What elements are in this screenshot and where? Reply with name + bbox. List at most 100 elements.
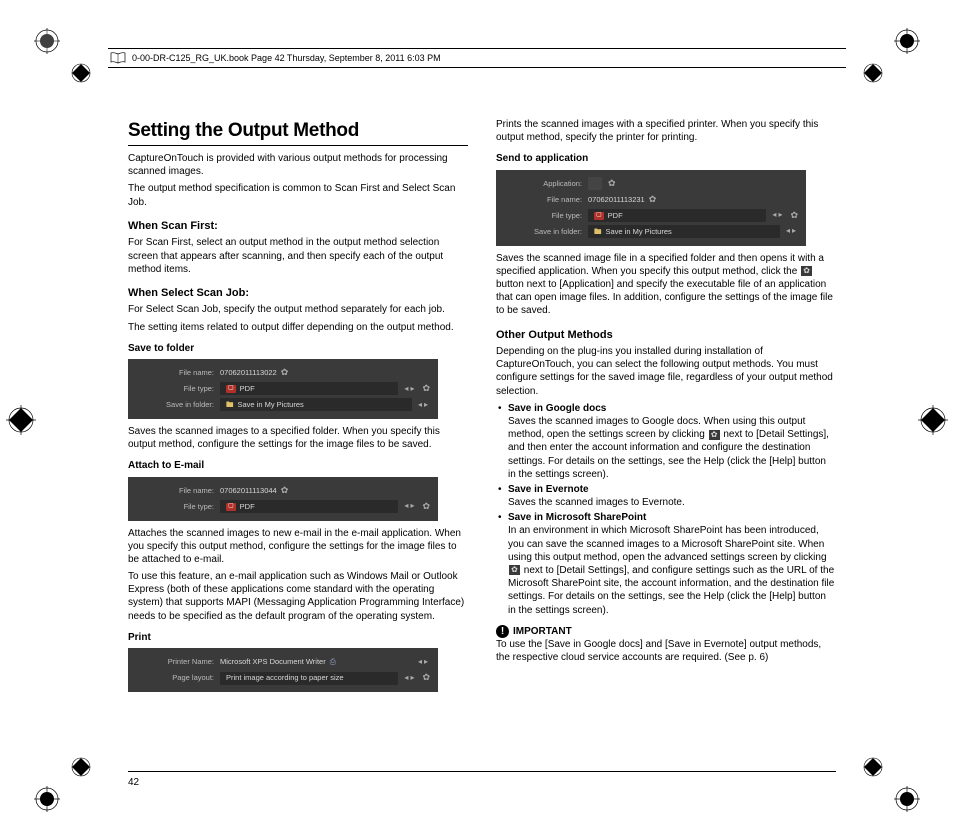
body-text: For Select Scan Job, specify the output … xyxy=(128,303,468,316)
bullet-icon: • xyxy=(498,511,508,617)
bullet-title: Save in Google docs xyxy=(508,403,606,414)
field-label: Save in folder: xyxy=(136,400,214,410)
field-label: File name: xyxy=(136,486,214,496)
important-icon: ! xyxy=(496,625,509,638)
subheading-other-methods: Other Output Methods xyxy=(496,328,836,343)
body-text: Depending on the plug-ins you installed … xyxy=(496,345,836,398)
crop-mark-icon xyxy=(34,28,60,54)
field-value: Microsoft XPS Document Writer xyxy=(220,657,326,667)
content-area: Setting the Output Method CaptureOnTouch… xyxy=(128,118,836,772)
screenshot-save-folder: File name: 07062011113022 ✿ File type: ▢ PDF… xyxy=(128,359,438,419)
field-value: Save in My Pictures xyxy=(606,227,672,237)
header-text: 0-00-DR-C125_RG_UK.book Page 42 Thursday… xyxy=(132,53,441,63)
updown-icon: ◂▸ xyxy=(418,400,430,411)
updown-icon: ◂▸ xyxy=(418,657,430,668)
gear-icon: ✿ xyxy=(281,485,289,497)
screenshot-print: Printer Name: Microsoft XPS Document Writ… xyxy=(128,648,438,692)
gear-icon: ✿ xyxy=(608,178,616,190)
bullet-icon: • xyxy=(498,483,508,509)
field-label: Save in folder: xyxy=(504,227,582,237)
gear-icon: ✿ xyxy=(649,194,657,206)
printer-icon: ⎙ xyxy=(330,657,336,667)
option-heading-save-folder: Save to folder xyxy=(128,342,468,355)
crop-mark-icon xyxy=(894,786,920,812)
field-label: File name: xyxy=(136,368,214,378)
registration-mark-icon xyxy=(862,756,884,778)
bullet-title: Save in Evernote xyxy=(508,484,589,495)
pdf-icon: ▢ xyxy=(226,503,236,511)
crop-mark-icon xyxy=(894,28,920,54)
field-label: File type: xyxy=(504,211,582,221)
important-body: To use the [Save in Google docs] and [Sa… xyxy=(496,638,836,664)
list-item: • Save in Microsoft SharePoint In an env… xyxy=(498,511,836,617)
registration-mark-icon xyxy=(70,62,92,84)
field-label: Printer Name: xyxy=(136,657,214,667)
gear-icon: ✿ xyxy=(422,383,430,395)
screenshot-attach-email: File name: 07062011113044 ✿ File type: ▢ PDF… xyxy=(128,477,438,521)
body-text: For Scan First, select an output method … xyxy=(128,236,468,276)
page-header: 0-00-DR-C125_RG_UK.book Page 42 Thursday… xyxy=(108,48,846,68)
right-column: Prints the scanned images with a specifi… xyxy=(496,118,836,772)
registration-mark-icon xyxy=(70,756,92,778)
field-value: PDF xyxy=(240,502,255,512)
pdf-icon: ▢ xyxy=(594,212,604,220)
left-column: Setting the Output Method CaptureOnTouch… xyxy=(128,118,468,772)
important-callout: ! IMPORTANT xyxy=(496,625,836,638)
intro-text: The output method specification is commo… xyxy=(128,182,468,208)
option-heading-print: Print xyxy=(128,631,468,644)
important-label: IMPORTANT xyxy=(513,625,572,638)
section-title: Setting the Output Method xyxy=(128,118,468,146)
field-value: 07062011113044 xyxy=(220,486,277,496)
book-icon xyxy=(110,52,126,64)
gear-icon: ✿ xyxy=(790,210,798,222)
updown-icon: ◂▸ xyxy=(404,673,416,684)
list-item: • Save in Google docs Saves the scanned … xyxy=(498,402,836,481)
subheading-select-job: When Select Scan Job: xyxy=(128,286,468,301)
field-value: 07062011113022 xyxy=(220,368,277,378)
body-text: Prints the scanned images with a specifi… xyxy=(496,118,836,144)
bullet-icon: • xyxy=(498,402,508,481)
body-text: Saves the scanned images to a specified … xyxy=(128,425,468,451)
body-text: The setting items related to output diff… xyxy=(128,321,468,334)
gear-button-icon: ✿ xyxy=(801,266,812,276)
registration-mark-icon xyxy=(862,62,884,84)
bullet-list: • Save in Google docs Saves the scanned … xyxy=(498,402,836,617)
pdf-icon: ▢ xyxy=(226,385,236,393)
registration-mark-icon xyxy=(6,405,36,435)
body-text: Attaches the scanned images to new e-mai… xyxy=(128,527,468,567)
gear-icon: ✿ xyxy=(281,367,289,379)
option-heading-attach-email: Attach to E-mail xyxy=(128,459,468,472)
manual-page: 0-00-DR-C125_RG_UK.book Page 42 Thursday… xyxy=(0,0,954,840)
field-label: File type: xyxy=(136,502,214,512)
page-number: 42 xyxy=(128,777,139,788)
updown-icon: ◂▸ xyxy=(786,226,798,237)
gear-icon: ✿ xyxy=(422,501,430,513)
updown-icon: ◂▸ xyxy=(772,210,784,221)
bullet-body: In an environment in which Microsoft Sha… xyxy=(508,525,834,615)
field-label: File name: xyxy=(504,195,582,205)
bullet-title: Save in Microsoft SharePoint xyxy=(508,512,646,523)
field-label: Page layout: xyxy=(136,673,214,683)
registration-mark-icon xyxy=(918,405,948,435)
body-text: To use this feature, an e-mail applicati… xyxy=(128,570,468,623)
field-value: PDF xyxy=(240,384,255,394)
folder-icon: 🖿 xyxy=(594,227,602,237)
field-value: 07062011113231 xyxy=(588,195,645,205)
body-text: Saves the scanned image file in a specif… xyxy=(496,252,836,318)
screenshot-send-app: Application:✿ File name:07062011113231✿ … xyxy=(496,170,806,246)
gear-button-icon: ✿ xyxy=(509,565,520,575)
field-label: File type: xyxy=(136,384,214,394)
subheading-scan-first: When Scan First: xyxy=(128,219,468,234)
crop-mark-icon xyxy=(34,786,60,812)
bullet-body: Saves the scanned images to Evernote. xyxy=(508,497,685,508)
folder-icon: 🖿 xyxy=(226,400,234,410)
field-label: Application: xyxy=(504,179,582,189)
bullet-body: Saves the scanned images to Google docs.… xyxy=(508,416,829,480)
field-value: Save in My Pictures xyxy=(238,400,304,410)
intro-text: CaptureOnTouch is provided with various … xyxy=(128,152,468,178)
gear-icon: ✿ xyxy=(422,672,430,684)
updown-icon: ◂▸ xyxy=(404,501,416,512)
field-value: Print image according to paper size xyxy=(226,673,344,683)
list-item: • Save in Evernote Saves the scanned ima… xyxy=(498,483,836,509)
field-value: PDF xyxy=(608,211,623,221)
